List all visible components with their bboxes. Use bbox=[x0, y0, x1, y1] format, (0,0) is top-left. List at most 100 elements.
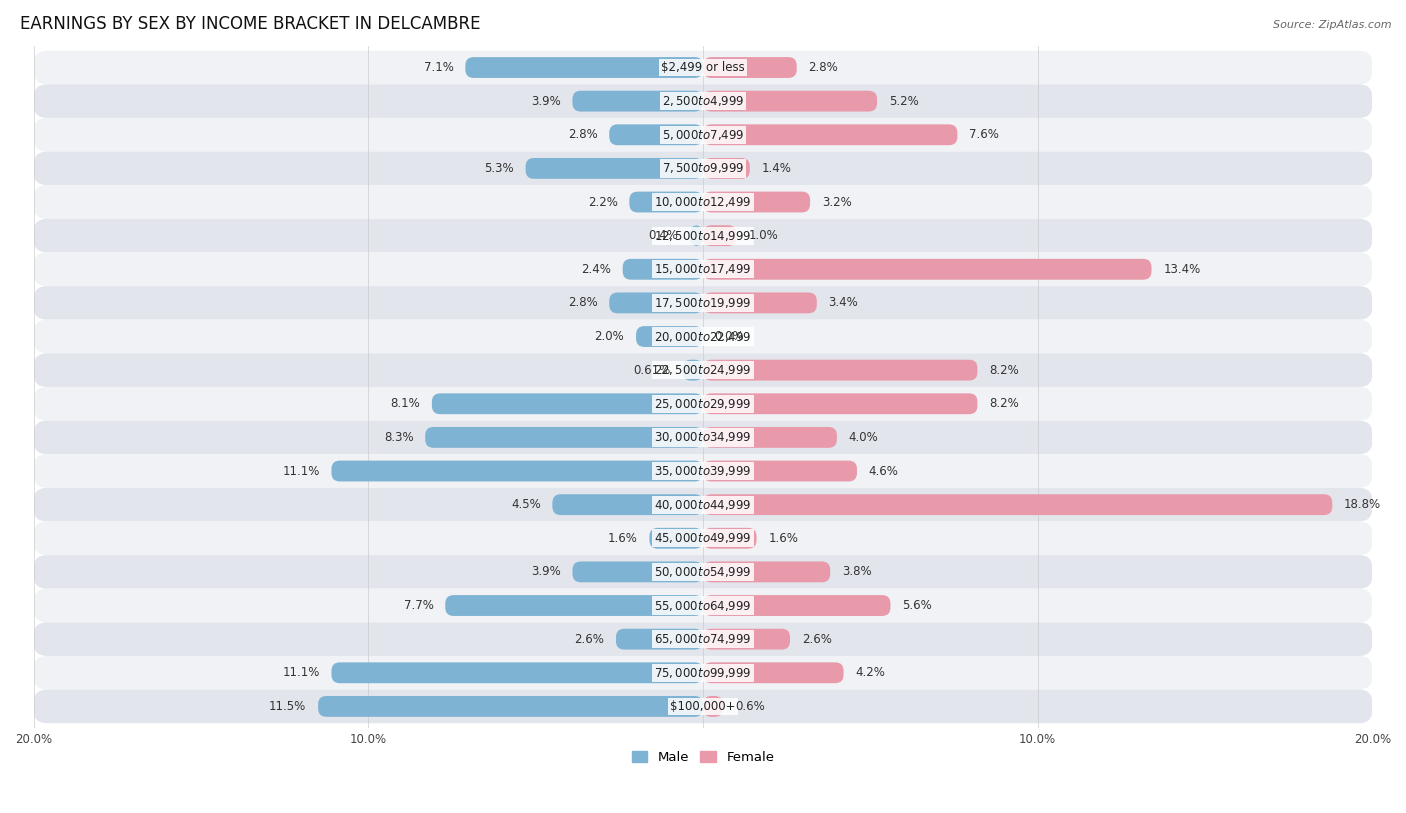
FancyBboxPatch shape bbox=[703, 696, 723, 717]
FancyBboxPatch shape bbox=[34, 118, 1372, 151]
FancyBboxPatch shape bbox=[34, 50, 1372, 85]
FancyBboxPatch shape bbox=[703, 562, 830, 582]
FancyBboxPatch shape bbox=[703, 494, 1333, 515]
Text: 11.1%: 11.1% bbox=[283, 667, 319, 680]
FancyBboxPatch shape bbox=[609, 293, 703, 313]
FancyBboxPatch shape bbox=[34, 622, 1372, 656]
Text: 4.6%: 4.6% bbox=[869, 464, 898, 477]
Text: 0.61%: 0.61% bbox=[634, 363, 671, 376]
FancyBboxPatch shape bbox=[465, 57, 703, 78]
FancyBboxPatch shape bbox=[636, 326, 703, 347]
Text: 8.2%: 8.2% bbox=[990, 398, 1019, 411]
Text: 1.6%: 1.6% bbox=[607, 532, 638, 545]
Text: 5.2%: 5.2% bbox=[889, 94, 918, 107]
Text: $20,000 to $22,499: $20,000 to $22,499 bbox=[654, 329, 752, 344]
FancyBboxPatch shape bbox=[703, 528, 756, 549]
Text: 0.4%: 0.4% bbox=[648, 229, 678, 242]
Text: $55,000 to $64,999: $55,000 to $64,999 bbox=[654, 598, 752, 612]
Text: 4.2%: 4.2% bbox=[855, 667, 886, 680]
FancyBboxPatch shape bbox=[572, 562, 703, 582]
Text: 11.1%: 11.1% bbox=[283, 464, 319, 477]
Text: 5.3%: 5.3% bbox=[484, 162, 513, 175]
FancyBboxPatch shape bbox=[34, 151, 1372, 185]
Text: $10,000 to $12,499: $10,000 to $12,499 bbox=[654, 195, 752, 209]
Text: $35,000 to $39,999: $35,000 to $39,999 bbox=[654, 464, 752, 478]
Text: 7.1%: 7.1% bbox=[423, 61, 454, 74]
Text: $15,000 to $17,499: $15,000 to $17,499 bbox=[654, 263, 752, 276]
FancyBboxPatch shape bbox=[34, 689, 1372, 724]
FancyBboxPatch shape bbox=[34, 656, 1372, 689]
Text: $100,000+: $100,000+ bbox=[671, 700, 735, 713]
FancyBboxPatch shape bbox=[34, 488, 1372, 521]
Text: 18.8%: 18.8% bbox=[1344, 498, 1381, 511]
Text: $65,000 to $74,999: $65,000 to $74,999 bbox=[654, 633, 752, 646]
Text: 8.3%: 8.3% bbox=[384, 431, 413, 444]
Text: $50,000 to $54,999: $50,000 to $54,999 bbox=[654, 565, 752, 579]
FancyBboxPatch shape bbox=[34, 286, 1372, 320]
Text: EARNINGS BY SEX BY INCOME BRACKET IN DELCAMBRE: EARNINGS BY SEX BY INCOME BRACKET IN DEL… bbox=[20, 15, 481, 33]
FancyBboxPatch shape bbox=[703, 124, 957, 146]
FancyBboxPatch shape bbox=[689, 225, 703, 246]
Text: 3.9%: 3.9% bbox=[531, 565, 561, 578]
Text: 4.5%: 4.5% bbox=[510, 498, 541, 511]
FancyBboxPatch shape bbox=[572, 91, 703, 111]
FancyBboxPatch shape bbox=[682, 359, 703, 380]
Text: 8.1%: 8.1% bbox=[391, 398, 420, 411]
FancyBboxPatch shape bbox=[703, 628, 790, 650]
FancyBboxPatch shape bbox=[34, 185, 1372, 219]
FancyBboxPatch shape bbox=[34, 589, 1372, 622]
FancyBboxPatch shape bbox=[432, 393, 703, 414]
Text: 1.0%: 1.0% bbox=[748, 229, 778, 242]
FancyBboxPatch shape bbox=[703, 359, 977, 380]
Text: 2.6%: 2.6% bbox=[801, 633, 831, 646]
FancyBboxPatch shape bbox=[34, 354, 1372, 387]
Text: $30,000 to $34,999: $30,000 to $34,999 bbox=[654, 430, 752, 445]
Text: 8.2%: 8.2% bbox=[990, 363, 1019, 376]
Text: $12,500 to $14,999: $12,500 to $14,999 bbox=[654, 228, 752, 242]
Legend: Male, Female: Male, Female bbox=[626, 746, 780, 769]
Text: $2,499 or less: $2,499 or less bbox=[661, 61, 745, 74]
FancyBboxPatch shape bbox=[425, 427, 703, 448]
FancyBboxPatch shape bbox=[34, 387, 1372, 420]
Text: $17,500 to $19,999: $17,500 to $19,999 bbox=[654, 296, 752, 310]
Text: 7.7%: 7.7% bbox=[404, 599, 433, 612]
FancyBboxPatch shape bbox=[703, 595, 890, 616]
Text: 2.8%: 2.8% bbox=[568, 297, 598, 310]
FancyBboxPatch shape bbox=[34, 85, 1372, 118]
Text: 3.9%: 3.9% bbox=[531, 94, 561, 107]
FancyBboxPatch shape bbox=[703, 293, 817, 313]
FancyBboxPatch shape bbox=[623, 259, 703, 280]
Text: 2.8%: 2.8% bbox=[808, 61, 838, 74]
FancyBboxPatch shape bbox=[34, 219, 1372, 253]
FancyBboxPatch shape bbox=[34, 420, 1372, 454]
Text: 13.4%: 13.4% bbox=[1163, 263, 1201, 276]
FancyBboxPatch shape bbox=[703, 461, 858, 481]
Text: $22,500 to $24,999: $22,500 to $24,999 bbox=[654, 363, 752, 377]
Text: 3.4%: 3.4% bbox=[828, 297, 858, 310]
FancyBboxPatch shape bbox=[703, 158, 749, 179]
FancyBboxPatch shape bbox=[446, 595, 703, 616]
FancyBboxPatch shape bbox=[332, 663, 703, 683]
Text: 4.0%: 4.0% bbox=[849, 431, 879, 444]
FancyBboxPatch shape bbox=[616, 628, 703, 650]
FancyBboxPatch shape bbox=[703, 57, 797, 78]
Text: 2.4%: 2.4% bbox=[581, 263, 612, 276]
Text: $2,500 to $4,999: $2,500 to $4,999 bbox=[662, 94, 744, 108]
Text: 3.8%: 3.8% bbox=[842, 565, 872, 578]
FancyBboxPatch shape bbox=[526, 158, 703, 179]
FancyBboxPatch shape bbox=[703, 393, 977, 414]
Text: $25,000 to $29,999: $25,000 to $29,999 bbox=[654, 397, 752, 411]
FancyBboxPatch shape bbox=[34, 454, 1372, 488]
Text: $45,000 to $49,999: $45,000 to $49,999 bbox=[654, 531, 752, 546]
Text: 11.5%: 11.5% bbox=[269, 700, 307, 713]
FancyBboxPatch shape bbox=[650, 528, 703, 549]
FancyBboxPatch shape bbox=[34, 555, 1372, 589]
FancyBboxPatch shape bbox=[34, 320, 1372, 354]
FancyBboxPatch shape bbox=[332, 461, 703, 481]
Text: 2.2%: 2.2% bbox=[588, 195, 617, 208]
Text: $5,000 to $7,499: $5,000 to $7,499 bbox=[662, 128, 744, 141]
Text: 1.6%: 1.6% bbox=[768, 532, 799, 545]
Text: Source: ZipAtlas.com: Source: ZipAtlas.com bbox=[1274, 20, 1392, 30]
FancyBboxPatch shape bbox=[703, 259, 1152, 280]
Text: $40,000 to $44,999: $40,000 to $44,999 bbox=[654, 498, 752, 511]
